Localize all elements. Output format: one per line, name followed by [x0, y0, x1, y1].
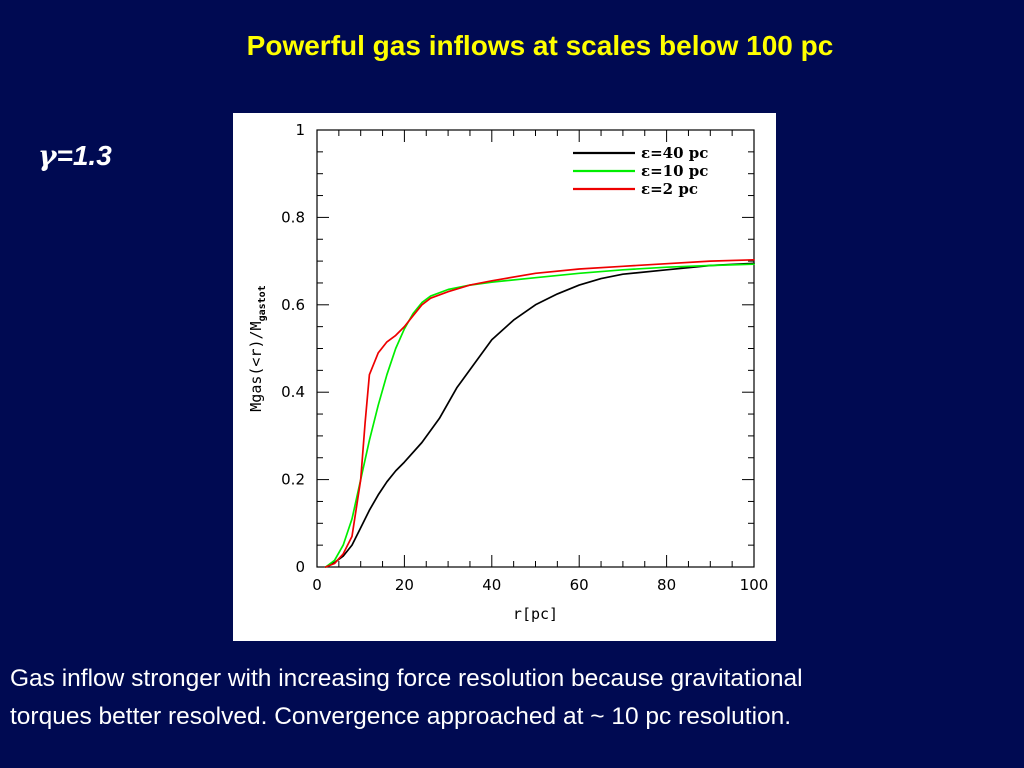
series-line-2: [324, 263, 755, 568]
y-axis-label-sub: gastot: [257, 285, 268, 321]
y-axis-label: Mgas(<r)/Mgastot: [247, 285, 268, 411]
gamma-symbol: γ: [38, 139, 57, 172]
y-tick-label: 0.6: [281, 296, 305, 314]
series-line-1: [324, 262, 755, 568]
legend-label-1: ε=40 pc: [641, 144, 708, 162]
slide-title: Powerful gas inflows at scales below 100…: [246, 30, 834, 61]
x-tick-label: 60: [570, 576, 589, 594]
gamma-value: =1.3: [56, 140, 112, 171]
x-tick-label: 100: [740, 576, 769, 594]
caption: Gas inflow stronger with increasing forc…: [10, 660, 1022, 736]
y-axis-label-main: Mgas(<r)/M: [247, 321, 265, 411]
axes-layer: 0 20 40 60 80 100 0 0.2 0.4 0.6 0.8 1: [281, 121, 768, 594]
x-tick-label: 20: [395, 576, 414, 594]
chart-panel: 0 20 40 60 80 100 0 0.2 0.4 0.6 0.8 1 ε=40 pc ε=10 p…: [233, 113, 776, 641]
y-tick-label: 0.8: [281, 208, 305, 226]
y-tick-label: 0: [295, 558, 305, 576]
series-line-3: [324, 258, 755, 568]
cumulative-gas-mass-chart: 0 20 40 60 80 100 0 0.2 0.4 0.6 0.8 1 ε=40 pcε=10 p…: [247, 121, 768, 623]
caption-line-2: torques better resolved. Convergence app…: [10, 703, 792, 730]
legend-layer: ε=40 pcε=10 pcε=2 pc: [573, 144, 708, 198]
legend-label-2: ε=10 pc: [641, 162, 708, 180]
legend-label-3: ε=2 pc: [641, 180, 698, 198]
y-tick-label: 0.4: [281, 383, 305, 401]
x-tick-label: 80: [657, 576, 676, 594]
x-tick-label: 0: [312, 576, 322, 594]
y-tick-label: 1: [295, 121, 305, 139]
caption-line-1: Gas inflow stronger with increasing forc…: [10, 665, 803, 692]
series-layer: [324, 258, 755, 568]
gamma-label: γ=1.3: [38, 139, 112, 172]
y-tick-label: 0.2: [281, 471, 305, 489]
x-tick-label: 40: [482, 576, 501, 594]
x-axis-label: r[pc]: [513, 605, 558, 623]
